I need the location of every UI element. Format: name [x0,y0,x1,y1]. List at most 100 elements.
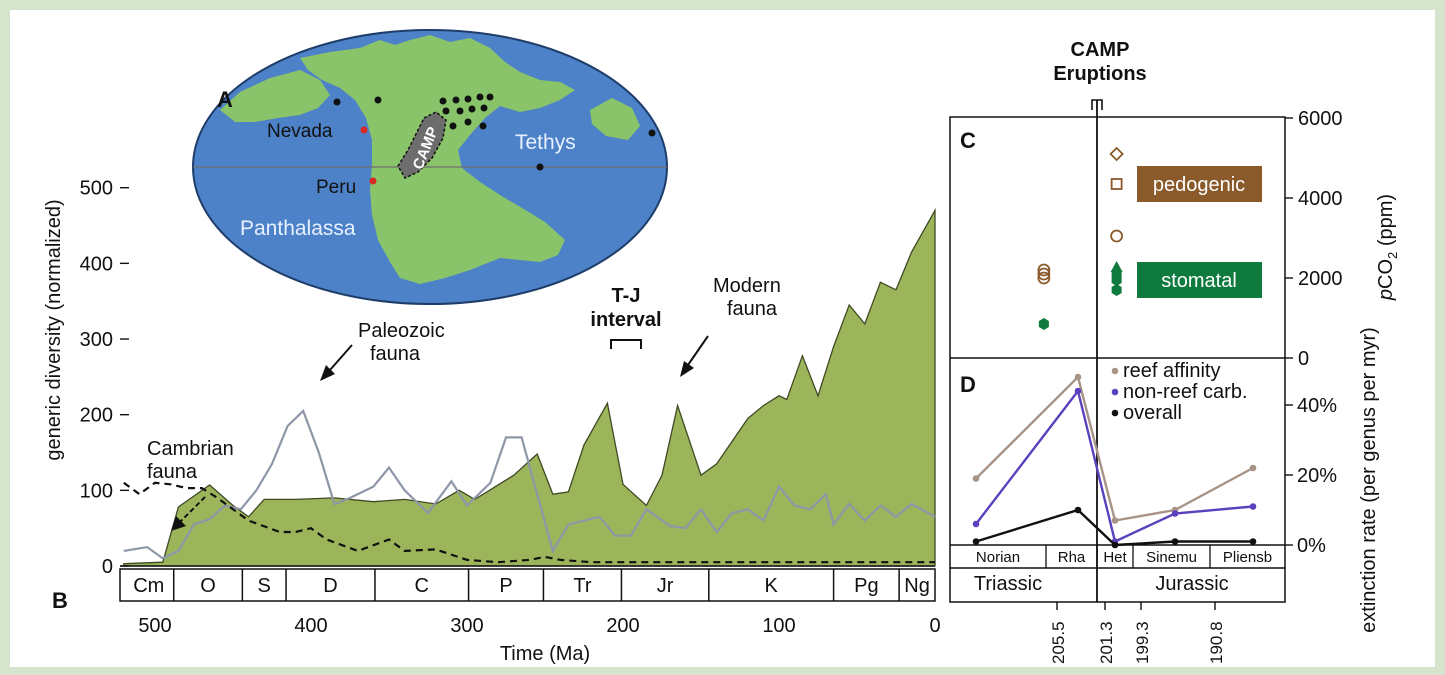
extinction-tick-label: 20% [1297,465,1337,487]
stomatal-legend-box [1137,262,1262,298]
x-tick-label: 500 [138,615,171,637]
paleozoic-fauna-arrow [329,344,353,371]
cambrian-fauna-label: Cambrian fauna [147,438,234,483]
camp-panels: CAMP Eruptions C D 0 2000 4000 6000 pedogeni… [949,39,1400,664]
extinction-point [1249,538,1257,545]
x-tick-label: 100 [762,615,795,637]
extinction-point [972,538,980,545]
stomatal-legend-label: stomatal [1161,270,1237,292]
peru-site-dot [369,177,377,185]
map-north-landmass [220,70,330,122]
extinction-point [972,520,980,528]
panel-label-b: B [52,588,68,613]
modern-fauna-arrow [687,335,709,366]
pedogenic-legend-label: pedogenic [1153,174,1245,196]
peru-label: Peru [316,177,356,198]
y-tick-label: 100 [80,480,113,502]
map-camp-province [397,111,447,179]
cambrian-fauna-line [123,481,935,564]
diversity-y-axis-label: generic diversity (normalized) [43,199,65,460]
nevada-site-dot [360,126,368,134]
y-tick-label: 300 [80,329,113,351]
cambrian-arrowhead [171,516,186,531]
extinction-point [1111,517,1119,524]
tj-interval-bracket [610,339,642,349]
period-label: Tr [573,575,591,597]
tethys-label: Tethys [515,131,576,154]
map-site-dot [480,104,488,112]
map-site-dot [468,105,476,113]
age-tick-label: 190.8 [1207,621,1226,664]
map-site-dot [479,122,487,130]
extinction-rate-axis-label: extinction rate (per genus per myr) [1358,327,1380,633]
map-site-dot [374,96,382,104]
legend-label: overall [1123,402,1182,424]
legend-marker [1111,409,1119,417]
x-tick-label: 200 [606,615,639,637]
period-label: Ng [904,575,930,597]
y-tick-label: 200 [80,405,113,427]
pedogenic-point [1109,146,1124,162]
nevada-label: Nevada [267,121,333,142]
triassic-label: Triassic [974,573,1042,595]
modern-fauna-label: Modern fauna [713,275,781,320]
map-site-dot [536,163,544,171]
pedogenic-point [1037,263,1051,277]
legend-label: reef affinity [1123,360,1220,382]
y-tick-label: 400 [80,253,113,275]
period-label: Pg [854,575,878,597]
paleozoic-fauna-label: Paleozoic fauna [358,320,445,365]
panthalassa-label: Panthalassa [240,217,356,240]
extinction-point [1249,503,1257,510]
map-east-landmass [590,98,640,140]
pco2-tick-label: 4000 [1298,188,1343,210]
stomatal-point [1110,261,1123,272]
paleozoic-arrowhead [320,365,335,381]
time-x-axis-label: Time (Ma) [500,643,590,665]
map-site-dot [333,98,341,106]
x-tick-label: 0 [929,615,940,637]
paleozoic-fauna-line [123,408,936,560]
stage-label: Pliensb [1223,549,1272,566]
map-site-dot [476,93,484,101]
cambrian-fauna-arrow [179,496,206,523]
pedogenic-point [1110,178,1123,190]
pedogenic-point [1037,267,1051,281]
pco2-tick-label: 0 [1298,348,1309,370]
camp-eruptions-title: CAMP Eruptions [1053,39,1146,85]
stage-label: Rha [1058,549,1086,566]
y-tick-label: 0 [102,556,113,578]
stage-label: Sinemu [1146,549,1197,566]
age-tick-label: 205.5 [1049,621,1068,664]
pedogenic-legend-box [1137,166,1262,202]
map-landmass [300,35,575,284]
x-tick-label: 300 [450,615,483,637]
period-label: O [200,575,216,597]
pedogenic-point [1037,271,1051,285]
map-site-dot [648,129,656,137]
y-tick-label: 500 [80,178,113,200]
extinction-point [1171,510,1179,517]
period-label: S [258,575,271,597]
period-bar [119,568,936,602]
extinction-point [1074,506,1082,514]
period-label: P [499,575,512,597]
age-tick-label: 201.3 [1097,621,1116,664]
jurassic-label: Jurassic [1155,573,1228,595]
extinction-tick-label: 0% [1297,535,1326,557]
stomatal-point [1038,318,1049,330]
modern-arrowhead [680,361,694,377]
map-site-dot [456,107,464,115]
legend-marker [1111,388,1119,396]
pangaea-map: Nevada Peru Panthalassa Tethys CAMP A [192,29,668,305]
period-label: Cm [133,575,164,597]
panel-cd-frame [949,116,1286,603]
modern-fauna-area [123,207,936,567]
panel-label-c: C [960,128,976,153]
legend-marker [1111,367,1119,375]
diversity-chart: 0 100 200 300 400 500 500 400 300 200 100 0 Cm O S D C… [43,178,941,665]
map-site-dot [449,122,457,130]
map-site-dot [442,107,450,115]
map-site-dot [486,93,494,101]
stomatal-point [1111,274,1122,286]
